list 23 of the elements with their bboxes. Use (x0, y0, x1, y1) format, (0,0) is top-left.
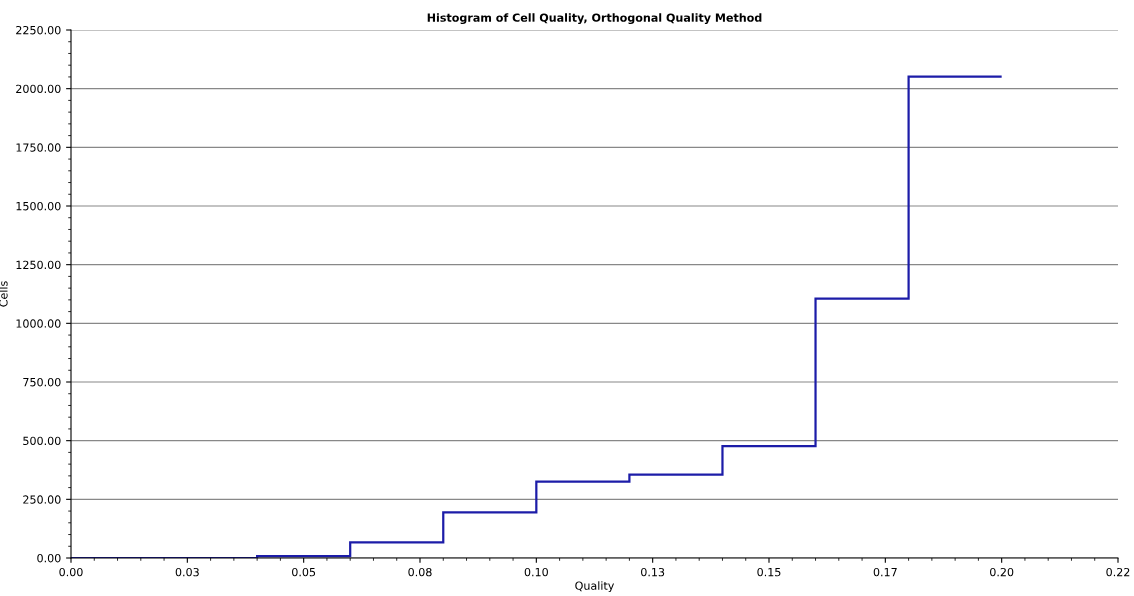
y-tick-label: 1000.00 (16, 319, 61, 328)
y-tick-label: 250.00 (23, 495, 61, 504)
x-tick-label: 0.13 (641, 567, 665, 577)
x-tick-label: 0.05 (292, 567, 316, 577)
x-tick-label: 0.10 (524, 567, 548, 577)
x-axis-title: Quality (575, 581, 615, 593)
x-tick-label: 0.08 (408, 567, 432, 577)
x-tick-label: 0.15 (757, 567, 781, 577)
y-tick-label: 750.00 (23, 377, 61, 387)
x-tick-label: 0.03 (175, 567, 199, 577)
y-axis-title: Cells (0, 281, 8, 307)
y-tick-label: 500.00 (23, 436, 61, 446)
y-tick-label: 0.00 (37, 553, 61, 563)
y-tick-label: 2000.00 (16, 84, 61, 94)
x-tick-label: 0.20 (990, 567, 1014, 577)
chart-title: Histogram of Cell Quality, Orthogonal Quality Method (427, 13, 762, 25)
x-tick-label: 0.17 (873, 567, 897, 577)
y-tick-label: 1750.00 (16, 143, 61, 152)
x-tick-label: 0.22 (1106, 567, 1130, 577)
y-tick-label: 2250.00 (16, 25, 61, 35)
y-tick-label: 1500.00 (16, 201, 61, 211)
x-tick-label: 0.00 (59, 567, 83, 577)
y-tick-label: 1250.00 (16, 260, 61, 270)
